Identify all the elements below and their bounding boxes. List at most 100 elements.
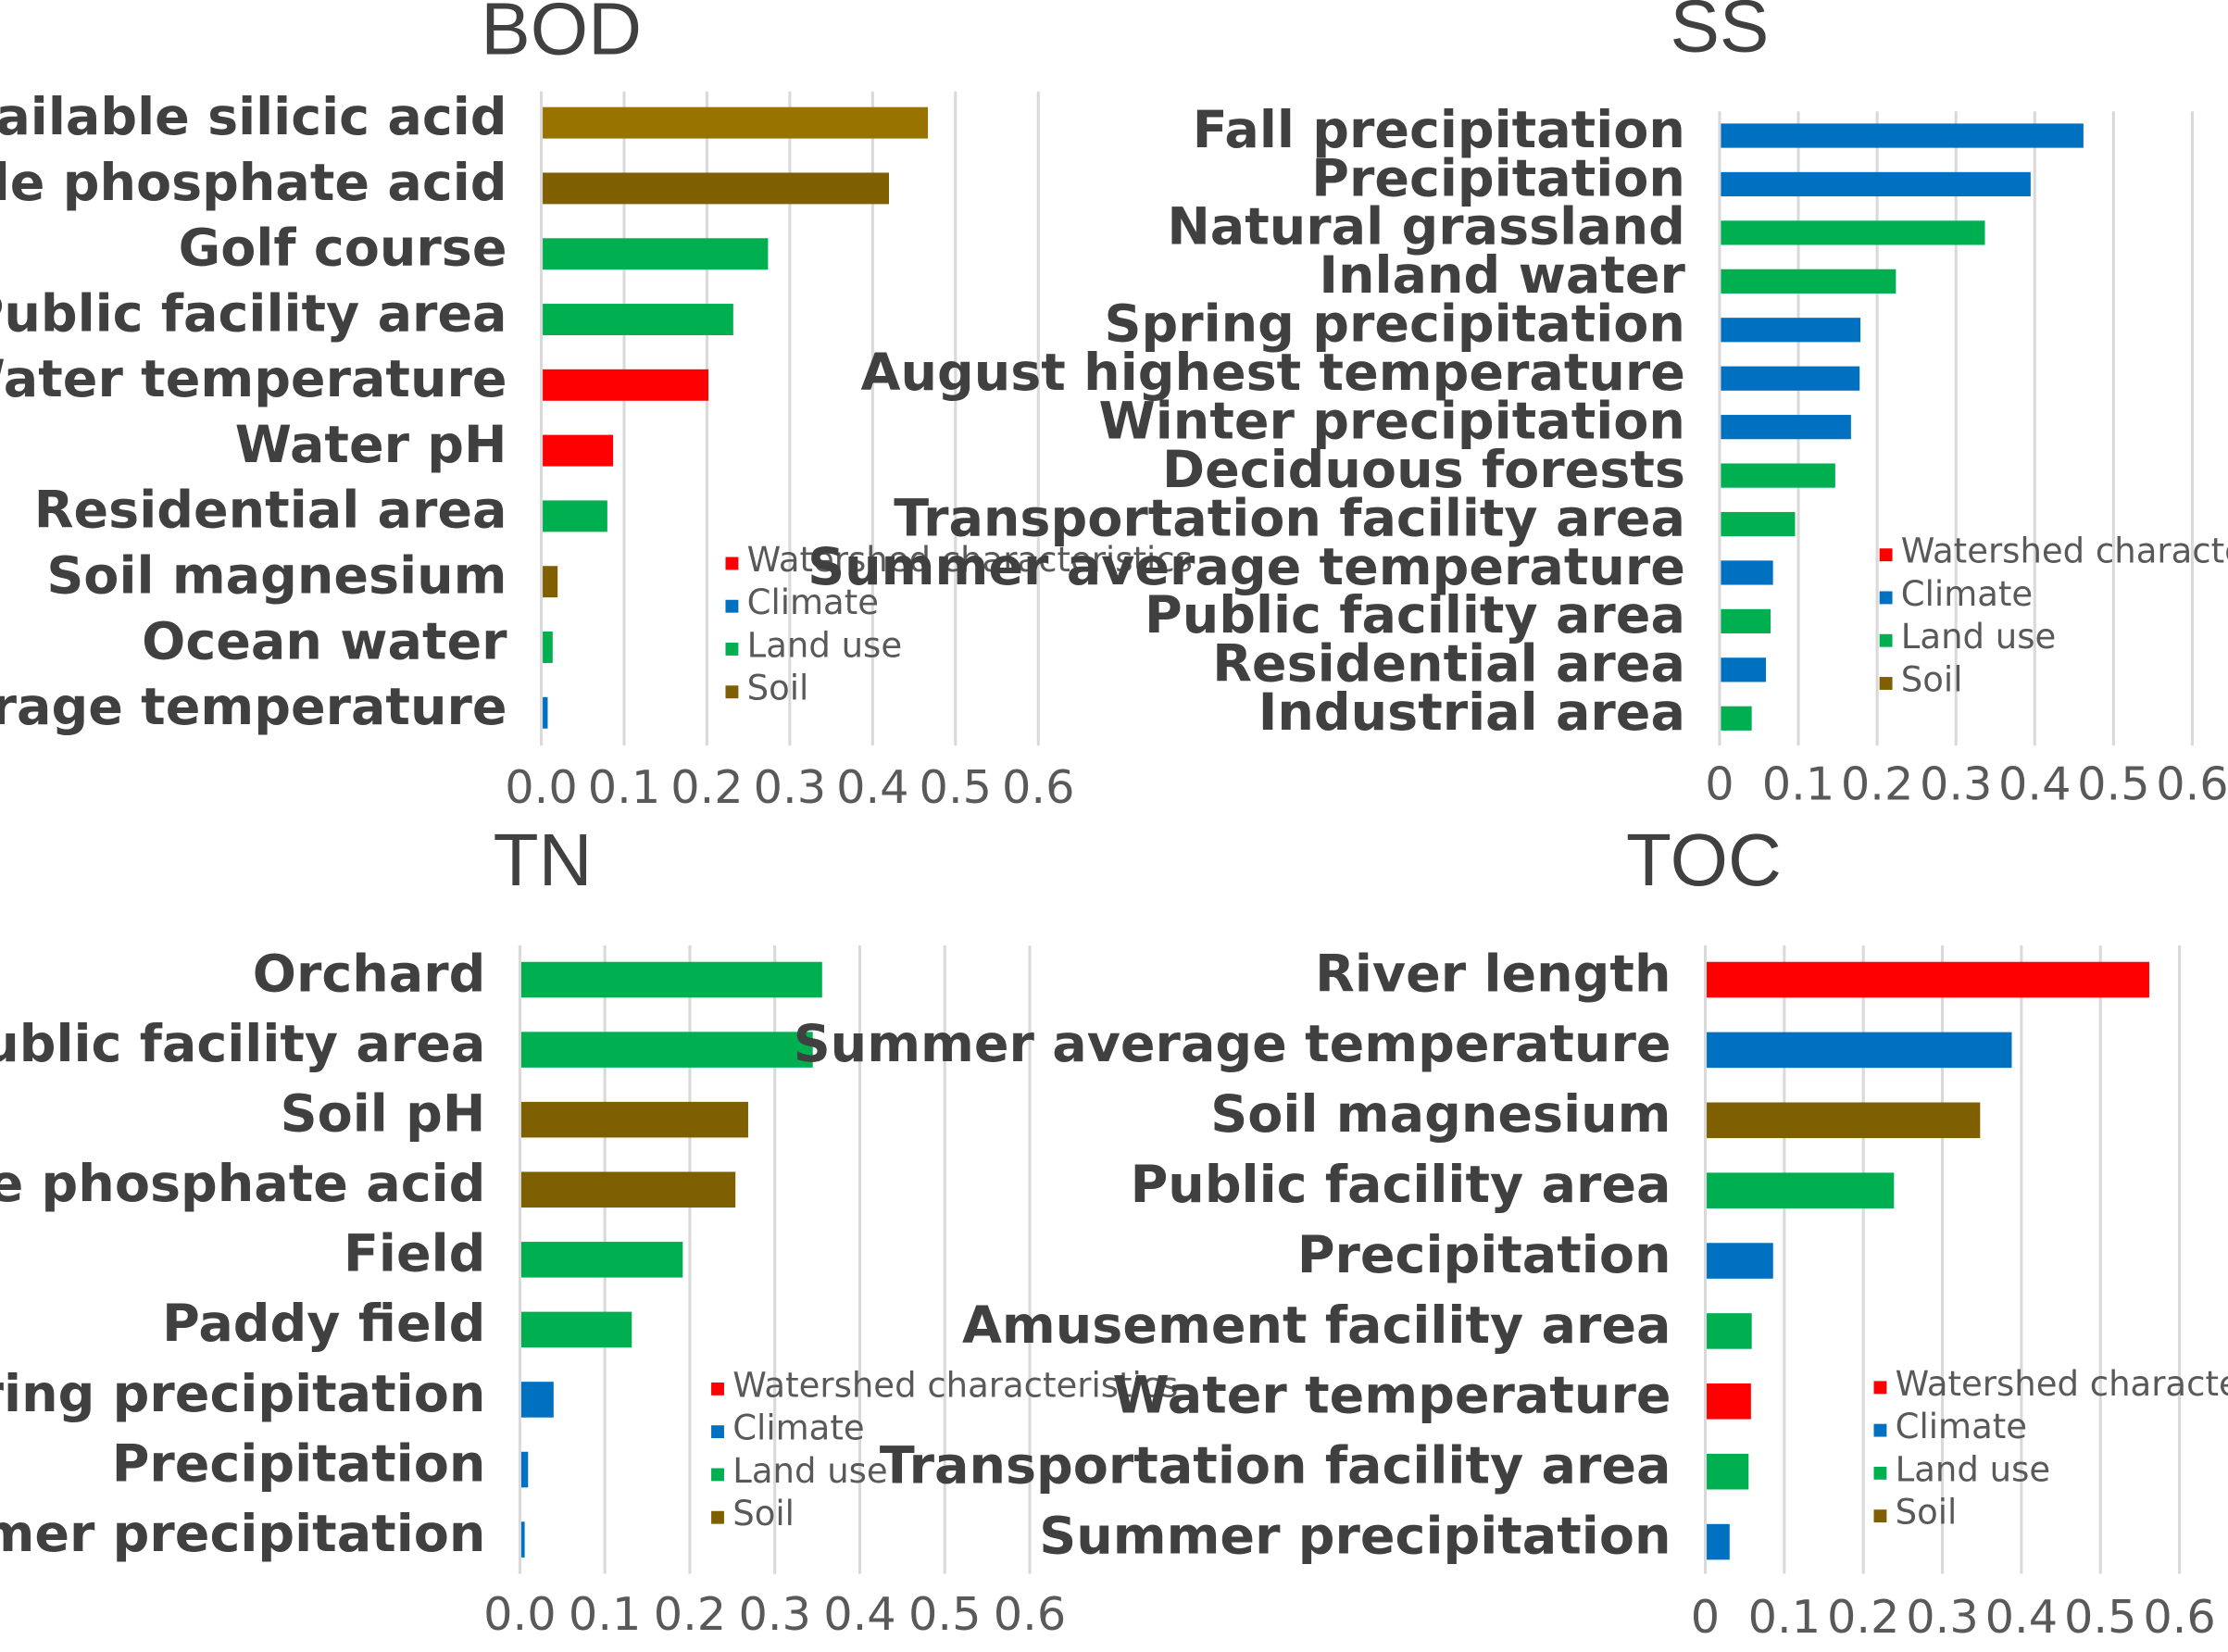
category-label: Summer average temperature [807,537,1685,597]
x-tick-label: 0.6 [2156,757,2228,811]
category-label: Residential area [34,481,507,541]
x-tick-label: 0.0 [483,1587,556,1641]
bar [1707,1243,1773,1279]
category-label: Water pH [235,415,507,475]
category-label: Soil available phosphate acid [0,1154,485,1214]
bar [520,1242,683,1278]
legend-swatch [1873,1509,1887,1523]
category-label: Public facility area [0,1014,485,1074]
chart-title: TOC [1626,818,1782,901]
bar [543,238,769,270]
category-label: Soil pH [281,1084,486,1145]
category-label: Spring precipitation [1104,294,1684,355]
legend-label: Climate [1896,1407,2027,1446]
legend-swatch [1873,1423,1887,1437]
category-label: Paddy field [162,1294,485,1354]
bar [520,1382,554,1418]
legend-swatch [711,1510,724,1524]
x-tick-label: 0.6 [994,1587,1066,1641]
bar [1721,269,1896,294]
bar [543,632,553,663]
x-tick-label: 0 [1705,757,1734,811]
chart-title: BOD [481,0,642,70]
bar [520,961,822,998]
bar [1707,1172,1895,1208]
legend-swatch [1873,1466,1887,1480]
bar [543,172,889,205]
bar [520,1451,529,1488]
x-tick-label: 0.2 [1841,757,1913,811]
legend-label: Soil [747,669,809,708]
category-label: Golf course [179,219,507,279]
legend-swatch [725,643,739,656]
bar [543,566,558,598]
category-label: Fall precipitation [1193,100,1685,160]
bar [520,1311,632,1348]
category-label: Orchard [253,944,486,1004]
legend-swatch [711,1382,724,1395]
category-label: Public facility area [0,283,507,344]
category-label: Water temperature [0,349,507,409]
chart-bod: 0.00.10.20.30.40.50.6 BOD Soil available s… [0,0,1193,814]
bar [1707,1383,1751,1420]
bar [520,1032,813,1068]
category-label: Summer average temperature [794,1014,1671,1074]
x-tick-label: 0.3 [738,1587,810,1641]
bar [543,696,548,729]
x-tick-label: 0.2 [654,1587,726,1641]
category-label: Precipitation [1297,1225,1671,1285]
bar [1707,1102,1981,1139]
bar [1721,220,1985,245]
x-tick-label: 0.6 [1002,760,1074,814]
chart-title: TN [494,818,593,901]
legend-label: Land use [1896,1449,2050,1489]
bar [1721,657,1766,682]
category-label: Ocean water [142,611,507,671]
category-label: Residential area [1212,634,1685,695]
category-label: August highest temperature [861,343,1685,403]
x-tick-label: 0.6 [2143,1590,2215,1644]
legend-label: Soil [732,1494,795,1533]
legend-swatch [1879,633,1893,647]
x-tick-label: 0.5 [2077,757,2149,811]
category-label: Transportation facility area [880,1436,1671,1496]
legend-label: Climate [1901,574,2033,614]
bar [543,304,733,335]
legend-swatch [711,1425,724,1439]
legend-label: Watershed characteristics [747,540,1193,580]
bar [1721,123,2084,148]
bar [543,106,929,139]
x-tick-label: 0.2 [1827,1590,1899,1644]
category-label: River length [1315,944,1671,1004]
legend-label: Watershed characteristics [732,1365,1178,1405]
bar [543,500,607,532]
legend-swatch [1879,677,1893,690]
legend-label: Watershed characteristics [1896,1364,2228,1404]
x-tick-label: 0.4 [823,1587,895,1641]
category-label: Summer precipitation [0,1504,485,1564]
category-label: Spring precipitation [0,1364,485,1424]
legend-label: Climate [747,582,879,622]
x-tick-label: 0.0 [505,760,577,814]
legend-swatch [1879,548,1893,562]
legend-label: Land use [732,1451,887,1491]
bar [1707,1032,2012,1069]
bar [1721,511,1796,537]
bar [543,369,708,401]
category-label: Summer precipitation [1039,1506,1671,1566]
category-label: Precipitation [1311,148,1685,208]
x-tick-label: 0.3 [1906,1590,1978,1644]
category-label: Transportation facility area [894,488,1685,548]
bar [1721,318,1861,343]
bar [1707,1523,1730,1560]
x-tick-label: 0.2 [670,760,743,814]
x-tick-label: 0.1 [569,1587,641,1641]
x-tick-label: 0.4 [1985,1590,2058,1644]
category-label: Winter precipitation [1099,391,1685,451]
bar [1721,463,1835,488]
category-label: Public facility area [1145,585,1685,645]
category-label: Soil available silicic acid [0,87,507,147]
